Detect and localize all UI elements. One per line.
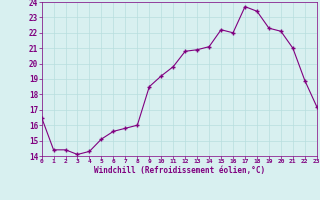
X-axis label: Windchill (Refroidissement éolien,°C): Windchill (Refroidissement éolien,°C)	[94, 166, 265, 175]
